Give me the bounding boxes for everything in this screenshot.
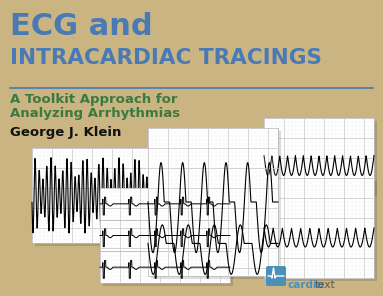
FancyBboxPatch shape bbox=[35, 151, 155, 246]
FancyBboxPatch shape bbox=[264, 178, 374, 278]
Text: Analyzing Arrhythmias: Analyzing Arrhythmias bbox=[10, 107, 180, 120]
FancyBboxPatch shape bbox=[267, 181, 377, 281]
FancyBboxPatch shape bbox=[148, 128, 278, 276]
FancyBboxPatch shape bbox=[103, 191, 233, 286]
Text: A Toolkit Approach for: A Toolkit Approach for bbox=[10, 93, 177, 106]
FancyBboxPatch shape bbox=[151, 131, 281, 279]
Text: cardio: cardio bbox=[288, 280, 325, 290]
FancyBboxPatch shape bbox=[267, 121, 377, 196]
Text: ECG and: ECG and bbox=[10, 12, 152, 41]
FancyBboxPatch shape bbox=[266, 266, 286, 286]
FancyBboxPatch shape bbox=[264, 118, 374, 193]
Text: text: text bbox=[315, 280, 336, 290]
Text: INTRACARDIAC TRACINGS: INTRACARDIAC TRACINGS bbox=[10, 48, 322, 68]
FancyBboxPatch shape bbox=[32, 148, 152, 243]
Text: George J. Klein: George J. Klein bbox=[10, 126, 121, 139]
FancyBboxPatch shape bbox=[100, 188, 230, 283]
